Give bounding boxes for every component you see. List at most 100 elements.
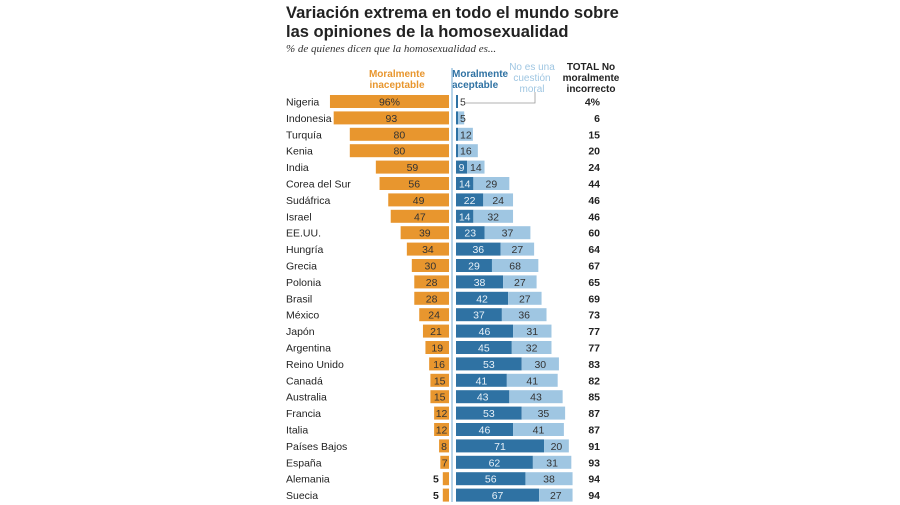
label-not-moral: 27 <box>514 277 526 289</box>
bar-acceptable <box>456 308 502 322</box>
label-acceptable: 41 <box>476 375 488 387</box>
bar-not-moral <box>458 127 473 141</box>
total-label: 93 <box>588 457 600 469</box>
country-label: Canadá <box>286 375 323 387</box>
bar-unacceptable <box>434 423 449 436</box>
bar-acceptable <box>456 177 474 190</box>
label-not-moral: 43 <box>530 392 542 404</box>
bar-unacceptable <box>349 127 449 141</box>
country-label: Grecia <box>286 261 317 273</box>
country-label: Italia <box>286 425 308 437</box>
bar-acceptable <box>456 226 485 240</box>
bar-acceptable <box>456 390 510 404</box>
label-unacceptable: 7 <box>442 457 448 469</box>
bar-unacceptable <box>430 390 449 404</box>
total-label: 91 <box>588 441 600 453</box>
country-label: Turquía <box>286 129 322 141</box>
bar-unacceptable <box>430 373 449 387</box>
bar-unacceptable <box>388 193 449 207</box>
label-unacceptable: 96% <box>379 97 400 109</box>
country-label: Nigeria <box>286 97 319 109</box>
bar-not-moral <box>521 406 566 420</box>
label-acceptable: 22 <box>464 195 476 207</box>
country-label: Argentina <box>286 343 331 355</box>
chart-subtitle: % de quienes dicen que la homosexualidad… <box>286 43 497 55</box>
label-unacceptable: 19 <box>431 343 443 355</box>
country-label: Hungría <box>286 244 324 256</box>
label-acceptable: 14 <box>459 179 471 191</box>
total-label: 73 <box>588 310 600 322</box>
legend-acceptable: Moralmente aceptable <box>452 69 509 91</box>
country-label: España <box>286 457 322 469</box>
total-label: 85 <box>588 392 600 404</box>
label-not-moral: 30 <box>534 359 546 371</box>
label-acceptable: 46 <box>479 326 491 338</box>
label-not-moral: 41 <box>526 375 538 387</box>
total-label: 67 <box>588 261 600 273</box>
total-label: 44 <box>588 179 600 191</box>
label-not-moral: 14 <box>470 162 482 174</box>
bar-acceptable <box>456 259 492 272</box>
total-label: 60 <box>588 228 600 240</box>
bar-unacceptable <box>390 209 449 223</box>
total-label: 15 <box>588 129 600 141</box>
label-not-moral: 12 <box>460 129 472 141</box>
label-acceptable: 29 <box>468 261 480 273</box>
total-label: 87 <box>588 425 600 437</box>
bar-acceptable <box>456 160 468 174</box>
total-label: 87 <box>588 408 600 420</box>
bar-unacceptable <box>414 291 449 305</box>
label-unacceptable: 34 <box>422 244 434 256</box>
label-not-moral: 32 <box>487 211 499 223</box>
bar-not-moral <box>458 95 465 108</box>
bar-not-moral <box>458 111 465 125</box>
label-not-moral: 35 <box>538 408 550 420</box>
label-unacceptable: 16 <box>433 359 445 371</box>
bar-unacceptable <box>375 160 449 174</box>
bar-not-moral <box>458 144 478 158</box>
bar-not-moral <box>484 226 531 240</box>
country-label: Israel <box>286 211 312 223</box>
bar-unacceptable <box>349 144 449 158</box>
total-label: 64 <box>588 244 600 256</box>
label-unacceptable: 49 <box>413 195 425 207</box>
bar-not-moral <box>473 177 510 190</box>
bar-acceptable <box>456 275 504 289</box>
label-not-moral: 5 <box>460 97 466 109</box>
total-label: 94 <box>588 490 600 502</box>
bar-unacceptable <box>422 324 449 338</box>
total-label: 46 <box>588 211 600 223</box>
bar-not-moral <box>525 472 573 486</box>
bar-not-moral <box>508 291 542 305</box>
label-unacceptable: 93 <box>385 113 397 125</box>
label-not-moral: 27 <box>550 490 562 502</box>
label-acceptable: 37 <box>473 310 485 322</box>
label-unacceptable: 8 <box>441 441 447 453</box>
country-label: Indonesia <box>286 113 332 125</box>
label-not-moral: 31 <box>546 457 558 469</box>
country-label: Francia <box>286 408 321 420</box>
country-label: Kenia <box>286 146 313 158</box>
bar-not-moral <box>521 357 559 371</box>
country-label: Brasil <box>286 293 312 305</box>
legend-total: TOTAL No moralmente incorrecto <box>562 62 620 95</box>
bar-not-moral <box>501 308 547 322</box>
bar-acceptable <box>456 209 474 223</box>
bar-acceptable <box>456 455 533 469</box>
bar-not-moral <box>511 341 552 354</box>
bar-acceptable <box>456 291 509 305</box>
country-label: Japón <box>286 326 315 338</box>
bar-not-moral <box>539 488 573 502</box>
bar-acceptable <box>456 144 458 158</box>
country-label: India <box>286 162 309 174</box>
label-not-moral: 31 <box>526 326 538 338</box>
label-acceptable: 46 <box>479 425 491 437</box>
total-label: 46 <box>588 195 600 207</box>
bar-not-moral <box>532 455 572 469</box>
label-unacceptable: 28 <box>426 293 438 305</box>
bar-unacceptable <box>333 111 449 125</box>
total-label: 94 <box>588 474 600 486</box>
bar-acceptable <box>456 341 512 354</box>
